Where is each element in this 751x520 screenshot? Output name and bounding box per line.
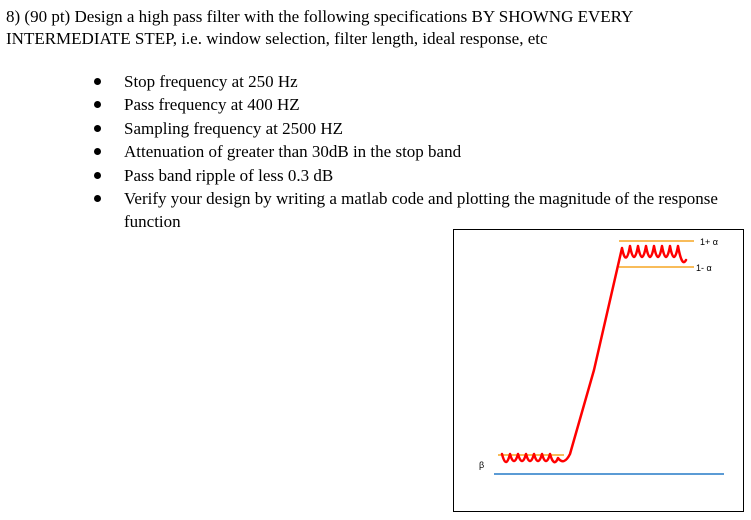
filter-response-diagram: 1+ α 1- α β bbox=[479, 237, 724, 475]
filter-response-figure: 1+ α 1- α β bbox=[453, 229, 744, 512]
spec-item-text: Verify your design by writing a matlab c… bbox=[124, 189, 718, 232]
spec-item: Stop frequency at 250 Hz bbox=[0, 70, 724, 93]
spec-item-text: Pass band ripple of less 0.3 dB bbox=[124, 165, 334, 185]
bullet-icon bbox=[94, 101, 101, 109]
spec-item-text: Pass frequency at 400 HZ bbox=[124, 95, 300, 115]
spec-list: Stop frequency at 250 Hz Pass frequency … bbox=[0, 70, 751, 234]
spec-item: Pass frequency at 400 HZ bbox=[0, 93, 724, 116]
spec-item-text: Attenuation of greater than 30dB in the … bbox=[124, 142, 462, 162]
bullet-icon bbox=[94, 124, 101, 132]
spec-item-text: Stop frequency at 250 Hz bbox=[124, 72, 298, 91]
spec-item: Pass band ripple of less 0.3 dB bbox=[0, 164, 724, 187]
question-text: 8) (90 pt) Design a high pass filter wit… bbox=[6, 7, 633, 48]
bullet-icon bbox=[94, 171, 101, 179]
lower-tolerance-label: 1- α bbox=[696, 263, 712, 273]
bullet-icon bbox=[94, 195, 101, 203]
spec-item-text: Sampling frequency at 2500 HZ bbox=[124, 118, 344, 138]
upper-tolerance-label: 1+ α bbox=[700, 237, 718, 247]
bullet-icon bbox=[94, 78, 101, 85]
spec-item: Verify your design by writing a matlab c… bbox=[0, 187, 724, 234]
bullet-icon bbox=[94, 148, 101, 156]
spec-item: Attenuation of greater than 30dB in the … bbox=[0, 140, 724, 163]
spec-item: Sampling frequency at 2500 HZ bbox=[0, 117, 724, 140]
frequency-response-curve bbox=[500, 244, 688, 464]
beta-label: β bbox=[479, 460, 484, 470]
